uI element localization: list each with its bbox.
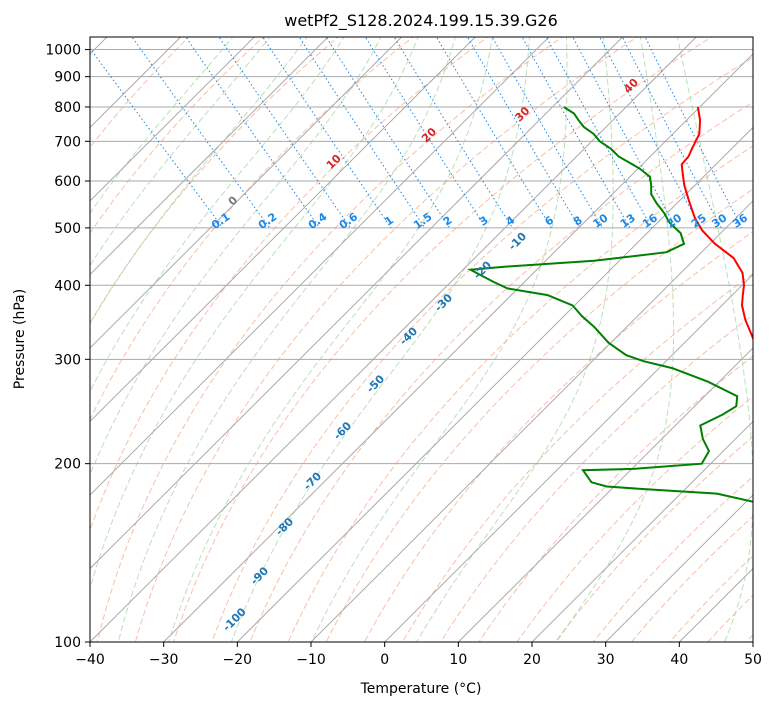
mixing-ratio-line: [491, 37, 603, 229]
dry-adiabat-line: [287, 145, 753, 642]
mixing-ratio-line: [599, 37, 702, 229]
mixing-ratio-line: [90, 47, 224, 229]
isotherm-line: [752, 641, 753, 642]
moist-adiabat-line: [117, 37, 456, 642]
plot-frame: [89, 36, 754, 643]
dry-adiabat-line: [211, 56, 753, 642]
dry-adiabat-line: [516, 395, 753, 642]
y-tick-label: 900: [54, 70, 81, 86]
y-tick-label: 700: [54, 134, 81, 150]
moist-adiabat-line: [311, 37, 568, 642]
moist-adiabat-line: [555, 37, 675, 642]
x-tick-label: 20: [523, 652, 541, 668]
moist-adiabat-line: [416, 37, 614, 642]
isotherm-line: [531, 420, 753, 642]
isotherm-line: [236, 126, 753, 642]
dry-adiabat-line: [771, 35, 775, 656]
moist-adiabat-line: [90, 37, 308, 325]
x-tick-label: −30: [149, 652, 179, 668]
profile-lines: [467, 106, 753, 503]
mixing-ratio-line: [466, 37, 581, 229]
y-tick-label: 1000: [45, 43, 81, 59]
mixing-ratio-line: [644, 37, 743, 229]
isotherm-line: [90, 37, 255, 202]
x-tick-label: 40: [670, 652, 688, 668]
mixing-ratio-line: [364, 37, 487, 229]
y-tick-label: 500: [54, 221, 81, 237]
mixing-ratio-line: [185, 37, 321, 229]
isotherm-line: [90, 37, 476, 423]
moist-adiabat-line: [676, 37, 753, 642]
isotherm-line: [90, 37, 623, 570]
moist-adiabat-line: [168, 37, 493, 642]
chart-title: wetPf2_S128.2024.199.15.39.G26: [284, 11, 558, 31]
mixing-ratio-line: [218, 37, 351, 229]
isotherm-line: [457, 347, 753, 642]
mixing-ratio-line: [393, 37, 513, 229]
moist-adiabat-line: [230, 37, 530, 642]
dry-adiabat-line: [440, 314, 753, 642]
y-tick-label: 300: [54, 352, 81, 368]
isotherm-line: [384, 273, 753, 642]
isotherm-line: [310, 200, 753, 642]
x-tick-label: −40: [75, 652, 105, 668]
isotherm-line: [90, 37, 550, 496]
y-tick-label: 600: [54, 174, 81, 190]
temperature-profile-line: [680, 106, 753, 341]
x-tick-label: −20: [223, 652, 253, 668]
isotherm-line: [163, 53, 753, 642]
plot-area: [90, 37, 753, 642]
x-axis-label: Temperature (°C): [360, 681, 482, 697]
mixing-ratio-line: [298, 37, 426, 229]
x-tick-label: 10: [449, 652, 467, 668]
isotherm-line: [90, 37, 329, 276]
mixing-ratio-line: [262, 37, 392, 229]
dewpoint-profile-line: [467, 106, 753, 503]
mixing-ratio-line: [325, 37, 451, 229]
y-axis-label: Pressure (hPa): [12, 289, 28, 389]
y-tick-label: 400: [54, 278, 81, 294]
x-tick-label: 50: [744, 652, 762, 668]
dry-adiabat-line: [325, 188, 753, 642]
mixing-ratio-line: [131, 37, 271, 229]
background-lines: [90, 35, 775, 656]
axes: −40 −30 −20 −10 0 10 20 30 40 50 1000 900 800 700 600 5…: [45, 43, 762, 668]
dry-adiabat-line: [401, 273, 753, 642]
y-tick-label: 100: [54, 635, 81, 651]
y-tick-label: 200: [54, 457, 81, 473]
x-tick-label: 0: [380, 652, 389, 668]
mixing-ratio-line: [621, 37, 722, 229]
isotherm-line: [605, 494, 753, 642]
y-tick-label: 800: [54, 100, 81, 116]
x-tick-label: 30: [597, 652, 615, 668]
isotherm-line: [90, 37, 402, 349]
isotherm-line: [90, 37, 697, 642]
x-tick-label: −10: [296, 652, 326, 668]
dry-adiabat-line: [90, 37, 489, 532]
dry-adiabat-line: [249, 101, 753, 642]
